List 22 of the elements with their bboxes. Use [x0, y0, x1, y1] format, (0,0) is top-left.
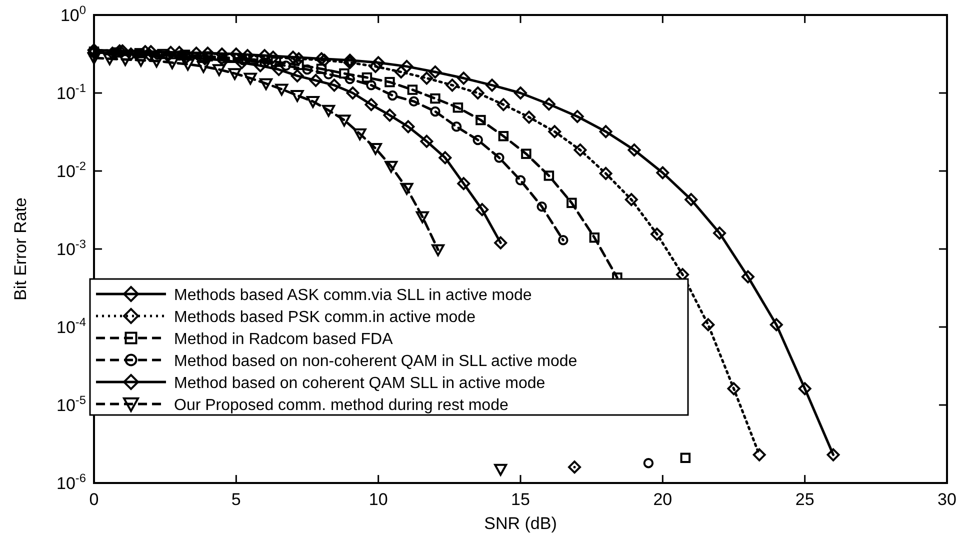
- y-axis-title: Bit Error Rate: [11, 198, 30, 300]
- y-tick-label: 10$^{-5}$: [56, 393, 86, 415]
- y-tick-label: 10$^{-4}$: [56, 315, 86, 337]
- x-tick-label: 0: [89, 490, 99, 509]
- legend-label: Method based on coherent QAM SLL in active mode: [174, 375, 546, 392]
- y-tick-label: 10$^{-6}$: [56, 471, 86, 493]
- y-tick-label: 10$^{-3}$: [56, 237, 86, 259]
- y-tick-label: 10$^{0}$: [60, 3, 86, 25]
- x-tick-label: 15: [511, 490, 530, 509]
- legend-label: Our Proposed comm. method during rest mode: [174, 397, 508, 414]
- legend-label: Methods based PSK comm.in active mode: [174, 309, 476, 326]
- legend-label: Methods based ASK comm.via SLL in active mode: [174, 287, 532, 304]
- y-tick-label: 10$^{-2}$: [56, 159, 86, 181]
- y-tick-label: 10$^{-1}$: [56, 81, 86, 103]
- x-axis-title: SNR (dB): [484, 514, 557, 533]
- x-tick-label: 20: [653, 490, 672, 509]
- x-tick-label: 10: [368, 490, 388, 509]
- x-tick-label: 5: [231, 490, 241, 509]
- x-tick-label: 25: [795, 490, 814, 509]
- legend-label: Method in Radcom based FDA: [174, 331, 394, 348]
- x-tick-label: 30: [938, 490, 956, 509]
- legend-label: Method based on non-coherent QAM in SLL active mode: [174, 353, 578, 370]
